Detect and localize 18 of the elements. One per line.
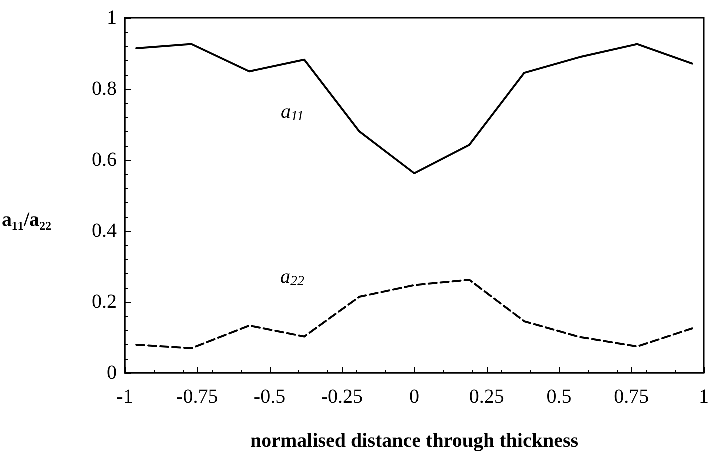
y-tick-label: 0.2: [92, 291, 117, 313]
y-tick-label: 1: [107, 7, 117, 29]
x-tick-label: 0.5: [546, 386, 572, 408]
x-tick-label: -0.75: [176, 386, 218, 408]
x-axis-title: normalised distance through thickness: [250, 430, 579, 452]
y-axis-title: a₁₁/a₂₂: [2, 209, 52, 231]
y-tick-label: 0.6: [92, 149, 117, 171]
x-tick-label: 0.75: [614, 386, 650, 408]
x-tick-label: 1: [699, 386, 709, 408]
x-tick-label: -1: [116, 386, 134, 408]
y-tick-label: 0: [107, 362, 117, 384]
x-tick-label: -0.25: [321, 386, 363, 408]
x-tick-label: 0.25: [469, 386, 504, 408]
x-tick-label: 0: [410, 386, 420, 408]
y-tick-label: 0.8: [92, 78, 117, 100]
line-series: [136, 43, 694, 174]
x-tick-label: -0.5: [254, 386, 286, 408]
y-tick-label: 0.4: [92, 220, 117, 242]
